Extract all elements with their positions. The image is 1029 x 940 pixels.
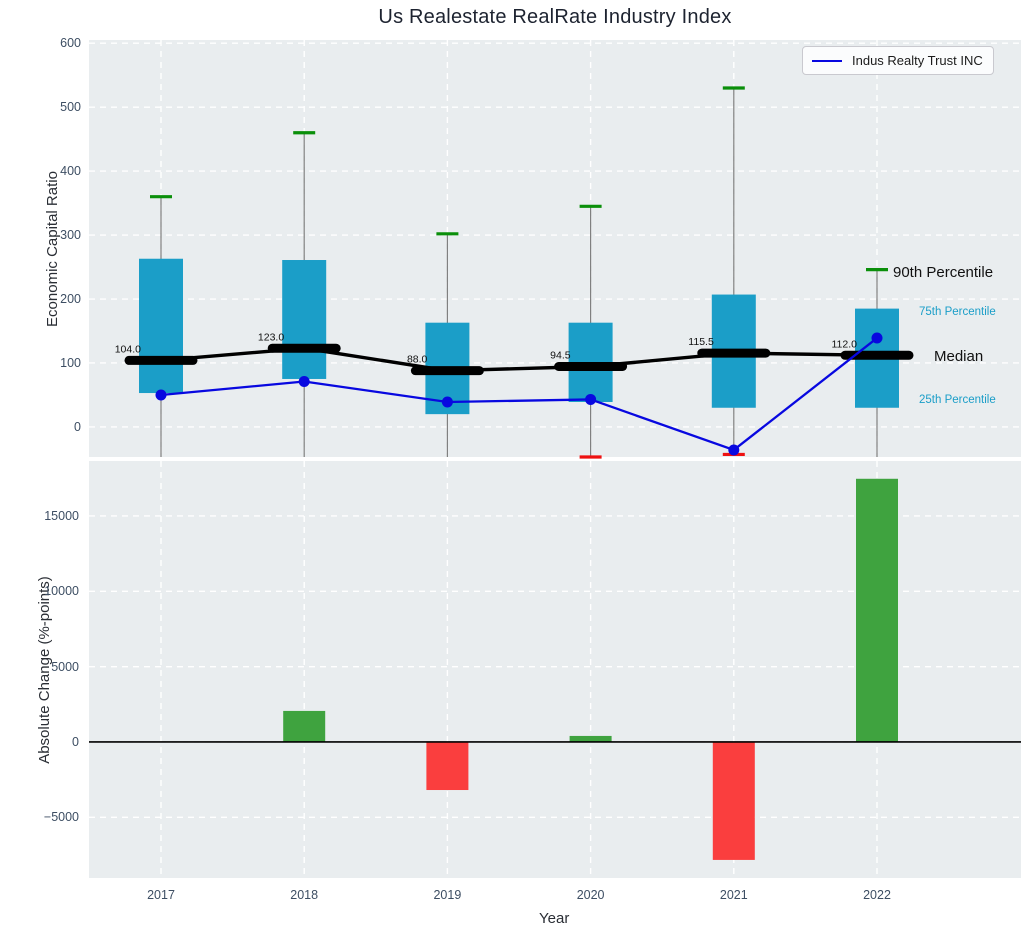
change-bar-2020 (569, 735, 612, 742)
percentile-panel: 104.0 123.0 88.0 94.5 115.5 112.0 (89, 40, 1021, 459)
annotation-median: Median (934, 348, 984, 365)
change-chart (89, 461, 1021, 878)
annotation-75th-percentile: 75th Percentile (919, 306, 996, 318)
x-tick-label: 2018 (290, 888, 319, 902)
top-y-tick-label: 100 (60, 355, 81, 370)
indus-point-2018 (298, 376, 310, 388)
median-value-label-2022: 112.0 (832, 338, 858, 350)
bottom-y-tick-label: 5000 (51, 659, 79, 674)
indus-point-2020 (585, 393, 597, 405)
legend-line-sample-icon (812, 59, 842, 62)
indus-line (160, 337, 878, 452)
annotation-25th-percentile: 25th Percentile (919, 394, 996, 406)
change-bar-2021 (712, 741, 755, 860)
top-y-tick-label: 300 (60, 228, 81, 243)
indus-point-2019 (441, 396, 453, 408)
x-tick-label: 2017 (147, 888, 175, 902)
top-y-tick-label: 0 (74, 419, 81, 434)
chart-title: Us Realestate RealRate Industry Index (378, 6, 732, 28)
median-value-label-2020: 94.5 (550, 350, 571, 362)
change-bar-2019 (426, 741, 469, 791)
bottom-y-tick-label: 15000 (44, 508, 79, 523)
indus-point-2017 (155, 389, 167, 401)
indus-point-2022 (871, 332, 883, 344)
x-tick-label: 2020 (576, 888, 605, 902)
legend: Indus Realty Trust INC (802, 46, 994, 75)
x-tick-label: 2019 (433, 888, 462, 902)
legend-label: Indus Realty Trust INC (852, 53, 983, 68)
x-tick-label: 2022 (863, 888, 891, 902)
x-axis-label: Year (539, 910, 570, 927)
bottom-y-tick-label: 0 (72, 734, 79, 749)
top-y-tick-label: 500 (60, 100, 81, 115)
percentile-chart: 104.0 123.0 88.0 94.5 115.5 112.0 (89, 40, 1021, 459)
percentile-box-2018 (282, 260, 327, 379)
median-value-label-2018: 123.0 (258, 331, 284, 343)
percentile-box-2017 (139, 258, 183, 394)
median-value-label-2021: 115.5 (688, 336, 714, 348)
bottom-y-tick-label: −5000 (43, 810, 79, 825)
bottom-y-tick-label: 10000 (44, 584, 79, 599)
change-bar-2022 (856, 478, 898, 742)
top-y-axis-label: Economic Capital Ratio (44, 170, 61, 327)
median-value-label-2019: 88.0 (407, 354, 428, 366)
annotation-90th-percentile: 90th Percentile (893, 264, 994, 281)
change-panel (89, 461, 1021, 878)
top-y-tick-label: 400 (60, 164, 81, 179)
change-bar-2018 (283, 710, 326, 742)
x-tick-label: 2021 (719, 888, 748, 902)
median-value-label-2017: 104.0 (115, 343, 141, 355)
top-y-tick-label: 200 (60, 292, 81, 307)
indus-point-2021 (728, 444, 740, 456)
top-y-tick-label: 600 (60, 36, 81, 51)
